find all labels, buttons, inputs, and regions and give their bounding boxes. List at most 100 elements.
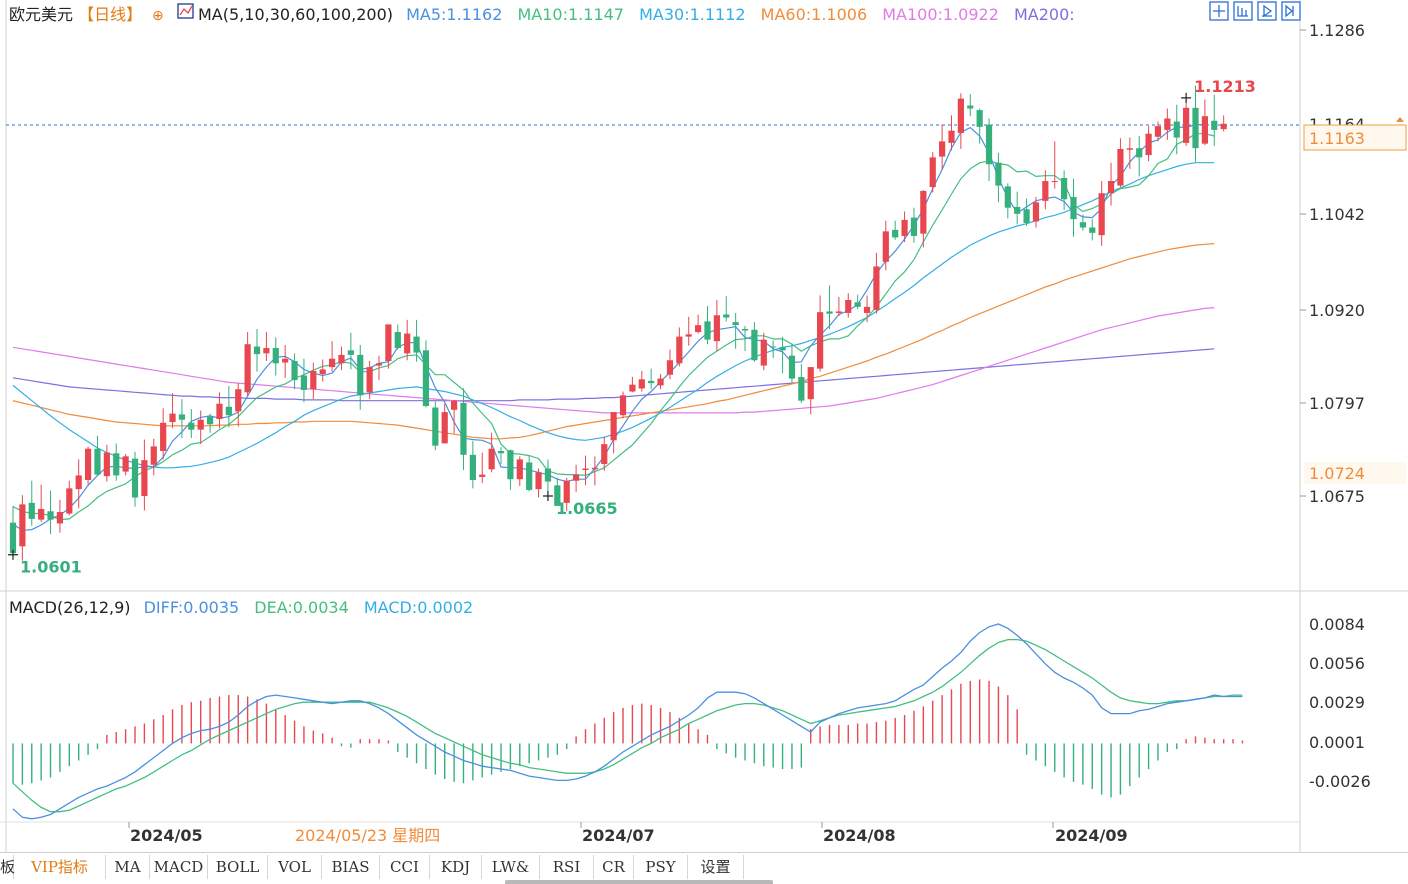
candle: [1201, 99, 1208, 146]
candle-body: [516, 459, 523, 480]
candle-body: [901, 219, 908, 236]
candle: [1004, 183, 1011, 219]
candle: [244, 332, 251, 397]
candle-body: [863, 306, 871, 313]
candle-body: [19, 504, 26, 547]
candle: [338, 346, 345, 371]
candle-body: [47, 511, 54, 520]
candle-body: [1164, 118, 1171, 130]
fast-forward-icon[interactable]: [1281, 1, 1301, 21]
zoom-fit-icon[interactable]: [1209, 1, 1229, 21]
candle: [807, 367, 814, 415]
tab-vip[interactable]: VIP指标: [14, 855, 106, 879]
candle: [310, 362, 317, 400]
tab-board[interactable]: 板: [0, 855, 15, 879]
candle-body: [94, 448, 101, 475]
candle-body: [206, 416, 214, 425]
candle: [873, 252, 880, 314]
tab-cci[interactable]: CCI: [380, 855, 430, 879]
tab-kdj[interactable]: KDJ: [430, 855, 482, 879]
tab-boll[interactable]: BOLL: [208, 855, 268, 879]
tab-rsi[interactable]: RSI: [540, 855, 594, 879]
candle: [1051, 141, 1058, 189]
candle: [488, 432, 495, 473]
candle: [779, 336, 786, 374]
candle-body: [385, 324, 392, 362]
candle: [9, 505, 17, 555]
tab-ma[interactable]: MA: [106, 855, 150, 879]
date-tick: 2024/09: [1055, 826, 1128, 845]
candle: [469, 441, 476, 489]
candle-body: [995, 162, 1002, 186]
candle: [892, 220, 899, 240]
candle: [1032, 197, 1040, 228]
tab-settings[interactable]: 设置: [688, 855, 744, 879]
candle-body: [375, 363, 383, 366]
price-axis: 1.1286 1.1164 1.1042 1.0920 1.0797 1.067…: [1300, 21, 1365, 506]
candle: [450, 399, 458, 434]
candle-body: [788, 355, 796, 379]
candle: [704, 306, 711, 345]
tab-lw[interactable]: LW&: [482, 855, 540, 879]
tab-cr[interactable]: CR: [594, 855, 634, 879]
candle: [1098, 181, 1105, 246]
candle-body: [713, 315, 720, 342]
candle: [713, 299, 720, 352]
candle: [1220, 115, 1227, 132]
candle-body: [1098, 193, 1105, 236]
zoom-in-icon[interactable]: [1233, 1, 1253, 21]
candle: [826, 285, 833, 329]
candle-body: [413, 336, 420, 353]
horizontal-scrollbar[interactable]: [505, 880, 773, 884]
candle-body: [704, 321, 711, 340]
candle-body: [366, 367, 373, 393]
candle: [798, 364, 805, 403]
candle: [676, 327, 683, 367]
candle-body: [328, 358, 336, 368]
candle-body: [244, 344, 251, 393]
header-line: 欧元美元 【日线】: [9, 5, 142, 24]
candle-body: [910, 217, 918, 236]
candle: [732, 312, 739, 349]
candle-body: [310, 370, 317, 390]
ma-header: MA(5,10,30,60,100,200) MA5:1.1162 MA10:1…: [198, 5, 1075, 24]
candle-body: [1079, 222, 1086, 228]
tab-psy[interactable]: PSY: [634, 855, 688, 879]
candle: [957, 93, 964, 149]
toolbar: [1209, 1, 1301, 21]
candle: [619, 391, 627, 419]
candle-body: [488, 448, 495, 470]
play-icon[interactable]: [1257, 1, 1277, 21]
candle: [1154, 121, 1162, 142]
candle-body: [985, 124, 993, 165]
candle: [103, 444, 110, 482]
tab-macd[interactable]: MACD: [150, 855, 208, 879]
candle: [985, 118, 993, 182]
candle: [1126, 137, 1133, 169]
ma-params: MA(5,10,30,60,100,200): [198, 5, 393, 24]
candle-body: [1004, 186, 1011, 208]
cursor-price-tag: 1.0724: [1304, 462, 1406, 484]
candle-body: [1061, 177, 1068, 200]
candle-body: [432, 407, 439, 446]
ma200-value: MA200:: [1014, 5, 1075, 24]
candle: [75, 459, 82, 509]
candle-body: [544, 468, 552, 482]
candle: [38, 484, 45, 522]
candle-body: [9, 522, 17, 554]
candle-body: [441, 412, 448, 444]
candle: [629, 377, 636, 393]
tab-vol[interactable]: VOL: [268, 855, 322, 879]
candle-body: [160, 422, 167, 452]
candle: [901, 211, 908, 243]
candle-body: [75, 475, 82, 490]
period-toggle-icon[interactable]: ⊕: [152, 8, 164, 24]
date-tick: 2024/08: [823, 826, 896, 845]
indicator-icon[interactable]: [177, 3, 194, 19]
candle-body: [394, 332, 401, 349]
candle: [1014, 191, 1021, 225]
candle: [666, 349, 674, 380]
tab-bias[interactable]: BIAS: [322, 855, 380, 879]
candle: [1117, 138, 1124, 188]
